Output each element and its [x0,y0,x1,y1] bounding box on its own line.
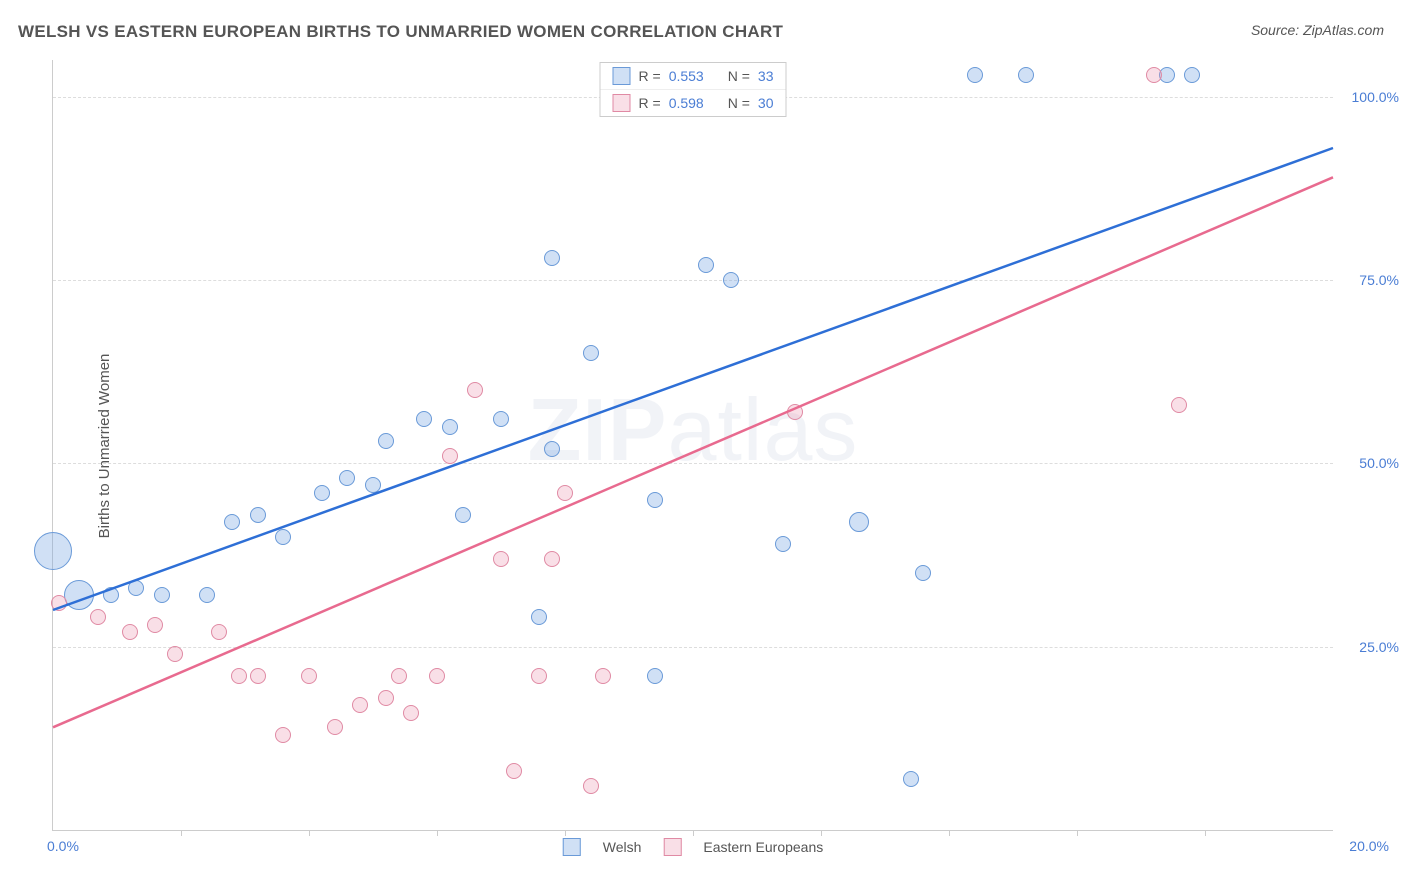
x-minor-tick [1205,830,1206,836]
trend-lines-layer [53,60,1333,830]
legend-label-welsh: Welsh [603,839,642,855]
trend-line-welsh [53,148,1333,610]
x-minor-tick [565,830,566,836]
swatch-icon [563,838,581,856]
r-value: 0.553 [669,68,704,84]
y-axis-tick: 75.0% [1339,272,1399,288]
x-axis-tick-max: 20.0% [1349,838,1389,854]
legend-row-welsh: R = 0.553 N = 33 [601,63,786,89]
y-axis-tick: 25.0% [1339,639,1399,655]
swatch-icon [613,67,631,85]
x-minor-tick [949,830,950,836]
x-minor-tick [309,830,310,836]
r-value: 0.598 [669,95,704,111]
y-axis-tick: 100.0% [1339,89,1399,105]
swatch-icon [613,94,631,112]
legend-row-eastern: R = 0.598 N = 30 [601,89,786,116]
correlation-legend: R = 0.553 N = 33 R = 0.598 N = 30 [600,62,787,117]
y-axis-tick: 50.0% [1339,455,1399,471]
n-label: N = [728,68,750,84]
r-label: R = [639,95,661,111]
series-legend: Welsh Eastern Europeans [563,838,824,856]
chart-title: WELSH VS EASTERN EUROPEAN BIRTHS TO UNMA… [18,22,783,42]
x-minor-tick [437,830,438,836]
n-value: 33 [758,68,774,84]
r-label: R = [639,68,661,84]
x-minor-tick [693,830,694,836]
x-minor-tick [821,830,822,836]
source-attribution: Source: ZipAtlas.com [1251,22,1384,38]
swatch-icon [663,838,681,856]
x-minor-tick [1077,830,1078,836]
trend-line-eastern [53,177,1333,727]
legend-label-eastern: Eastern Europeans [703,839,823,855]
x-axis-tick-min: 0.0% [47,838,79,854]
n-label: N = [728,95,750,111]
plot-area: ZIPatlas R = 0.553 N = 33 R = 0.598 N = … [52,60,1333,831]
x-minor-tick [181,830,182,836]
n-value: 30 [758,95,774,111]
